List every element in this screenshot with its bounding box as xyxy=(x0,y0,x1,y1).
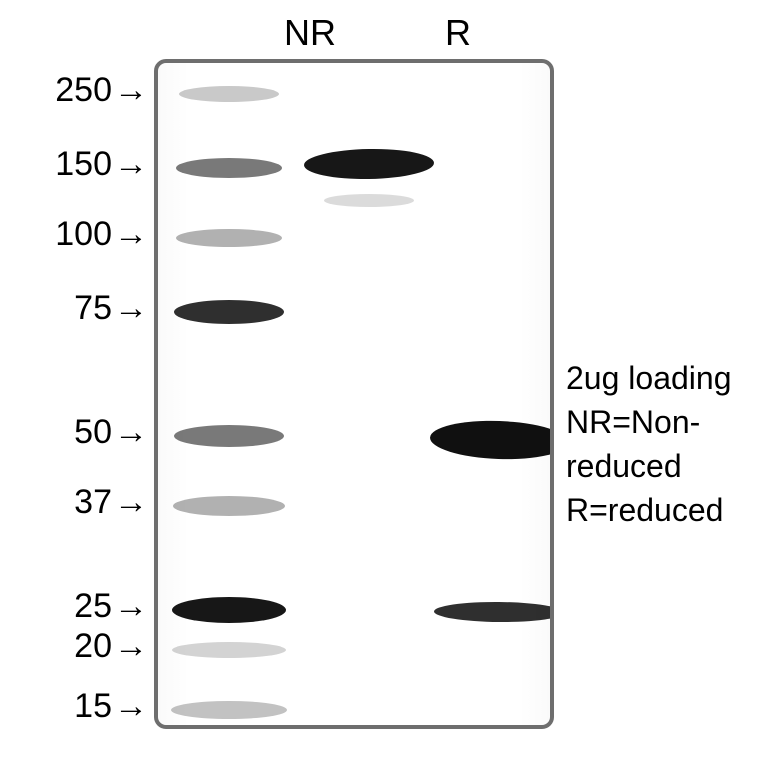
mw-value: 15 xyxy=(74,687,112,726)
annotation-line: R=reduced xyxy=(566,488,731,532)
annotation-legend: 2ug loading NR=Non- reduced R=reduced xyxy=(566,356,731,532)
mw-label: 100→ xyxy=(55,215,148,254)
ladder-band xyxy=(176,153,282,183)
gel-figure: NR R xyxy=(0,0,764,764)
mw-label: 25→ xyxy=(74,587,148,626)
arrow-right-icon: → xyxy=(114,215,148,254)
mw-value: 100 xyxy=(55,215,112,254)
mw-value: 25 xyxy=(74,587,112,626)
arrow-right-icon: → xyxy=(114,627,148,666)
lane-header-r: R xyxy=(445,12,471,54)
mw-value: 250 xyxy=(55,71,112,110)
ladder-band xyxy=(172,592,286,628)
mw-value: 50 xyxy=(74,413,112,452)
ladder-band xyxy=(174,295,284,329)
sample-band-r xyxy=(434,597,554,627)
mw-label: 20→ xyxy=(74,627,148,666)
mw-value: 20 xyxy=(74,627,112,666)
lane-header-nr: NR xyxy=(284,12,336,54)
sample-band-nr xyxy=(324,189,414,212)
mw-label: 150→ xyxy=(55,145,148,184)
annotation-line: NR=Non- xyxy=(566,400,731,444)
arrow-right-icon: → xyxy=(114,587,148,626)
arrow-right-icon: → xyxy=(114,413,148,452)
sample-band-r xyxy=(430,416,554,464)
mw-label: 37→ xyxy=(74,483,148,522)
mw-label: 75→ xyxy=(74,289,148,328)
arrow-right-icon: → xyxy=(114,145,148,184)
annotation-line: reduced xyxy=(566,444,731,488)
ladder-band xyxy=(176,224,282,252)
annotation-line: 2ug loading xyxy=(566,356,731,400)
ladder-band xyxy=(171,696,287,724)
ladder-band xyxy=(173,491,285,521)
ladder-band xyxy=(179,81,279,107)
mw-label: 50→ xyxy=(74,413,148,452)
arrow-right-icon: → xyxy=(114,71,148,110)
ladder-band xyxy=(172,637,286,663)
mw-label: 250→ xyxy=(55,71,148,110)
sample-band-nr xyxy=(304,144,434,184)
ladder-band xyxy=(174,420,284,452)
mw-label: 15→ xyxy=(74,687,148,726)
mw-value: 150 xyxy=(55,145,112,184)
mw-value: 75 xyxy=(74,289,112,328)
arrow-right-icon: → xyxy=(114,687,148,726)
arrow-right-icon: → xyxy=(114,483,148,522)
arrow-right-icon: → xyxy=(114,289,148,328)
mw-value: 37 xyxy=(74,483,112,522)
gel-box xyxy=(154,59,554,729)
